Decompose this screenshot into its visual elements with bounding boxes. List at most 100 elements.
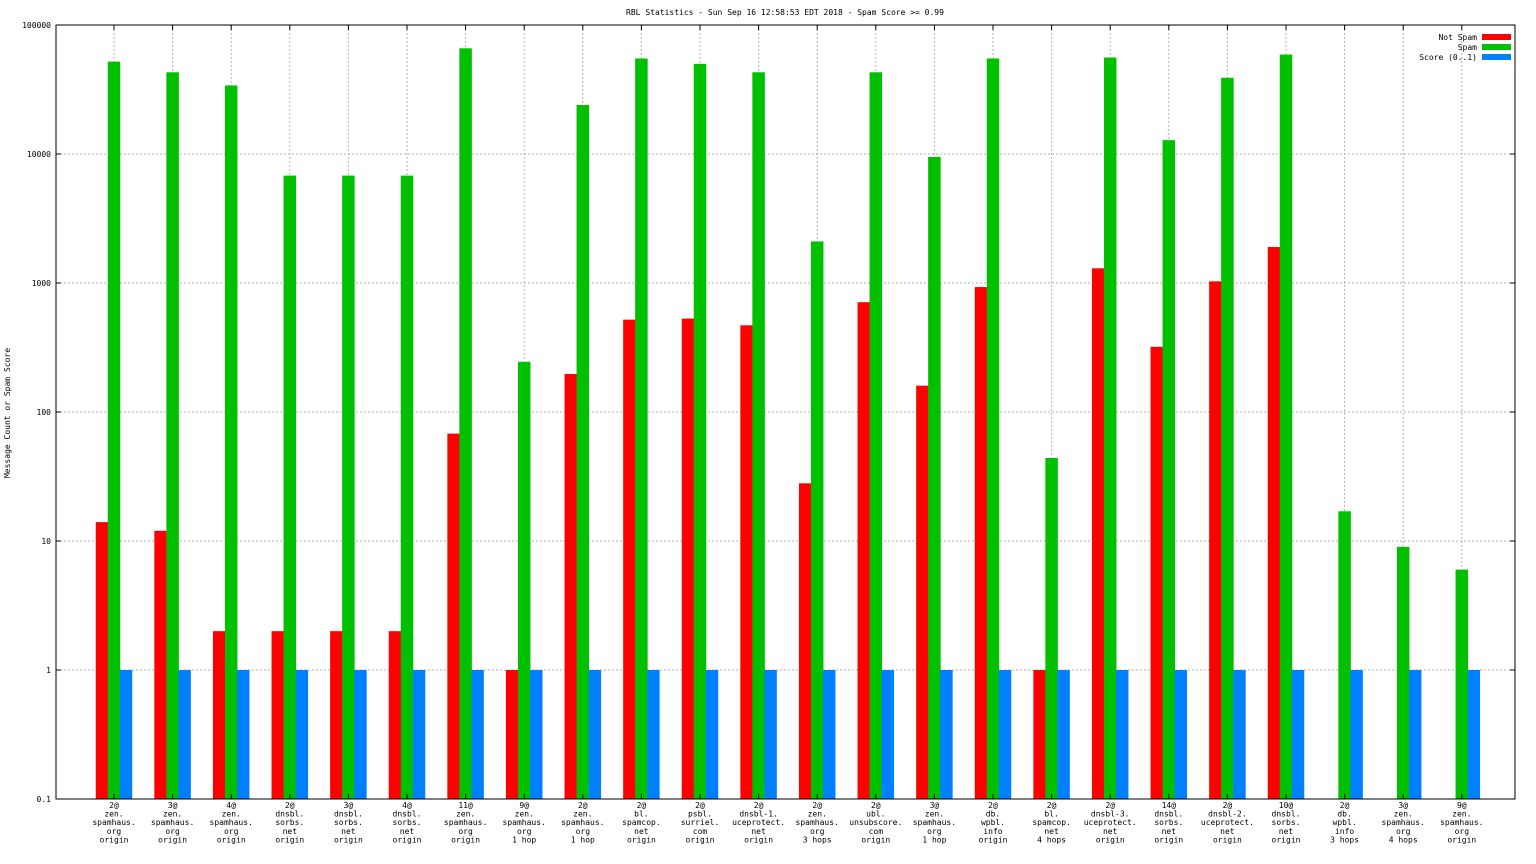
- x-tick-label-line: spamhaus.: [444, 818, 487, 827]
- x-tick-label-line: 2@: [578, 801, 588, 810]
- x-tick-label-line: 9@: [519, 801, 529, 810]
- bar-score-0-1: [1115, 670, 1129, 799]
- bar-spam: [1455, 569, 1469, 799]
- x-tick-label-line: 2@: [988, 801, 998, 810]
- x-tick-label-line: org: [927, 827, 942, 836]
- x-tick-label-line: org: [517, 827, 532, 836]
- x-tick-label-line: 2@: [1223, 801, 1233, 810]
- x-tick-label-line: surriel.: [681, 818, 720, 827]
- bar-not-spam: [388, 631, 402, 799]
- x-tick-label: 2@ dnsbl-3. uceprotect. net origin: [1084, 801, 1137, 844]
- x-tick-label: 2@ zen. spamhaus. org 3 hops: [796, 801, 839, 844]
- x-tick-label-line: zen.: [573, 810, 592, 819]
- x-tick-label: 3@ zen. spamhaus. org 4 hops: [1382, 801, 1425, 844]
- x-tick-label-line: com: [869, 827, 884, 836]
- x-tick-label-line: net: [1103, 827, 1118, 836]
- x-tick-label-line: 2@: [1105, 801, 1115, 810]
- bar-spam: [693, 63, 707, 799]
- x-tick-label-line: info: [983, 827, 1002, 836]
- x-tick-label-line: uceprotect.: [732, 818, 785, 827]
- x-tick-label-line: net: [634, 827, 649, 836]
- x-tick-label-line: 9@: [1457, 801, 1467, 810]
- x-tick-label-line: org: [165, 827, 180, 836]
- bar-spam: [576, 104, 590, 799]
- x-tick-label-line: 3@: [168, 801, 178, 810]
- bar-score-0-1: [1057, 670, 1070, 799]
- x-tick-label-line: origin: [158, 835, 187, 844]
- x-tick-label-line: zen.: [1394, 810, 1413, 819]
- x-tick-label-line: dnsbl-1.: [739, 810, 778, 819]
- x-tick-label-line: spamhaus.: [561, 818, 604, 827]
- x-tick-label-line: net: [400, 827, 415, 836]
- x-tick-label: 2@ zen. spamhaus. org 1 hop: [561, 801, 604, 844]
- x-tick-label: 2@ bl. spamcop. net origin: [622, 801, 661, 844]
- legend-label: Spam: [1458, 43, 1477, 52]
- x-tick-label-line: org: [1455, 827, 1470, 836]
- x-tick-label-line: 1 hop: [512, 835, 536, 844]
- y-axis-ticks: 0.1 1 10 100 1000 10000 100000: [22, 21, 1515, 804]
- bar-not-spam: [95, 522, 109, 799]
- bar-spam: [810, 241, 824, 799]
- y-tick-label: 10000: [27, 150, 51, 159]
- x-tick-label-line: 2@: [754, 801, 764, 810]
- x-tick-label-line: dnsbl.: [334, 810, 363, 819]
- x-tick-label-line: spamhaus.: [151, 818, 194, 827]
- x-tick-label-line: 2@: [637, 801, 647, 810]
- x-tick-label-line: origin: [217, 835, 246, 844]
- x-tick-label-line: uceprotect.: [1201, 818, 1254, 827]
- bar-score-0-1: [1233, 670, 1246, 799]
- x-tick-label-line: 4 hops: [1389, 835, 1418, 844]
- x-tick-label-line: 3 hops: [803, 835, 832, 844]
- x-tick-label-line: zen.: [1452, 810, 1471, 819]
- x-tick-label-line: 3 hops: [1330, 835, 1359, 844]
- x-tick-label-line: sorbs.: [275, 818, 304, 827]
- x-tick-label-line: spamhaus.: [1382, 818, 1425, 827]
- bar-spam: [1279, 54, 1293, 800]
- bar-score-0-1: [529, 670, 543, 799]
- x-tick-label-line: dnsbl.: [1272, 810, 1301, 819]
- bar-not-spam: [447, 433, 460, 799]
- x-tick-label: 2@ ubl. unsubscore. com origin: [849, 801, 902, 844]
- bar-score-0-1: [471, 670, 484, 799]
- x-tick-label-line: ubl.: [866, 810, 885, 819]
- bar-score-0-1: [119, 670, 133, 799]
- x-tick-label-line: net: [1044, 827, 1059, 836]
- bar-score-0-1: [1174, 670, 1188, 799]
- x-tick-label-line: db.: [1337, 810, 1351, 819]
- y-tick-label: 100: [37, 408, 52, 417]
- bar-not-spam: [271, 631, 285, 799]
- x-tick-label-line: origin: [861, 835, 890, 844]
- x-tick-label-line: 11@: [458, 801, 473, 810]
- x-tick-label-line: net: [1220, 827, 1235, 836]
- x-tick-label-line: 2@: [285, 801, 295, 810]
- y-tick-label: 0.1: [37, 795, 52, 804]
- x-tick-label-line: info: [1335, 827, 1354, 836]
- x-tick-label: 4@ dnsbl. sorbs. net origin: [393, 801, 422, 844]
- x-tick-label-line: 2@: [109, 801, 119, 810]
- bar-spam: [166, 72, 179, 799]
- x-tick-label-line: sorbs.: [1272, 818, 1301, 827]
- bar-score-0-1: [588, 670, 602, 799]
- bar-score-0-1: [940, 670, 953, 799]
- x-tick-label-line: 3@: [930, 801, 940, 810]
- x-tick-label-line: origin: [1447, 835, 1476, 844]
- x-tick-label: 9@ zen. spamhaus. org 1 hop: [503, 801, 546, 844]
- x-tick-label-line: org: [1396, 827, 1411, 836]
- x-tick-label-line: psbl.: [688, 810, 712, 819]
- bar-spam: [1162, 140, 1176, 799]
- bar-spam: [1221, 77, 1234, 799]
- bar-not-spam: [212, 631, 226, 799]
- x-tick-label-line: 4@: [402, 801, 412, 810]
- x-tick-label-line: 1 hop: [571, 835, 595, 844]
- bar-score-0-1: [881, 670, 895, 799]
- y-axis-label: Message Count or Spam Score: [3, 348, 12, 478]
- bar-not-spam: [916, 385, 929, 799]
- x-tick-label-line: net: [1279, 827, 1294, 836]
- chart-title: RBL Statistics - Sun Sep 16 12:58:53 EDT…: [626, 8, 944, 17]
- bar-score-0-1: [236, 670, 250, 799]
- bar-score-0-1: [295, 670, 309, 799]
- x-tick-label-line: zen.: [456, 810, 475, 819]
- bar-spam: [400, 175, 414, 800]
- x-tick-label-line: net: [1162, 827, 1177, 836]
